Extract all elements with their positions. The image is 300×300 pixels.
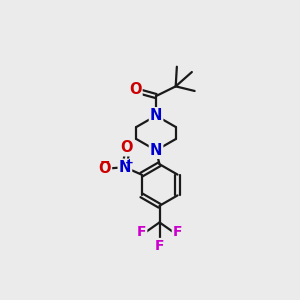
Text: −: − — [100, 155, 110, 168]
Text: F: F — [173, 225, 182, 239]
Text: +: + — [125, 158, 134, 168]
Text: N: N — [150, 108, 162, 123]
Text: N: N — [119, 160, 131, 175]
Text: F: F — [137, 225, 146, 239]
Text: O: O — [121, 140, 133, 155]
Text: N: N — [150, 143, 162, 158]
Text: F: F — [155, 239, 164, 253]
Text: O: O — [129, 82, 142, 97]
Text: O: O — [98, 161, 111, 176]
